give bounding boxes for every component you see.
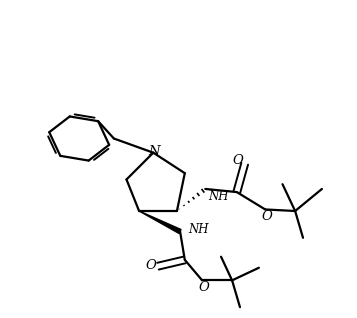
Text: O: O (198, 281, 209, 294)
Text: NH: NH (188, 224, 208, 236)
Text: O: O (146, 259, 156, 272)
Text: NH: NH (208, 190, 229, 203)
Text: N: N (148, 145, 160, 158)
Text: O: O (232, 154, 243, 167)
Polygon shape (139, 211, 181, 233)
Text: O: O (261, 210, 272, 223)
